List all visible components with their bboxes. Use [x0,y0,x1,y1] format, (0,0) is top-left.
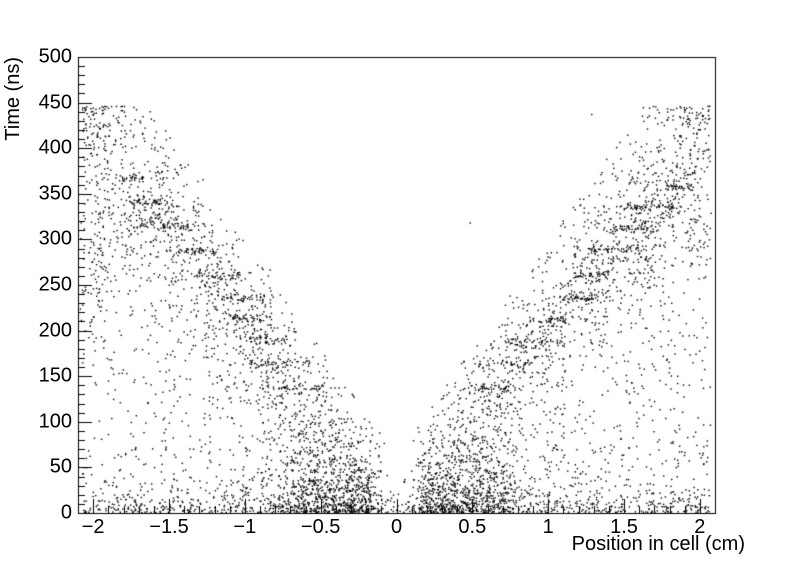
x-tick-label: 2 [694,516,706,538]
y-axis-title: Time (ns) [2,57,24,141]
y-tick-label: 150 [38,364,72,387]
y-tick-label: 50 [49,455,72,478]
x-tick-label: −1.5 [149,516,189,538]
x-tick-label: 0 [390,516,403,538]
y-tick-label: 500 [38,45,72,68]
x-tick-label: 0.5 [458,516,487,538]
y-tick-label: 350 [38,182,72,205]
y-tick-label: 200 [38,319,72,342]
x-tick-label: 1.5 [610,516,638,538]
x-tick-label: −0.5 [300,516,341,538]
x-tick-label: −1 [233,516,257,538]
y-tick-label: 300 [38,227,72,250]
x-tick-label: −2 [81,516,105,538]
y-tick-label: 100 [38,410,72,433]
x-axis-title: Position in cell (cm) [571,533,745,555]
y-tick-label: 250 [38,273,72,296]
y-tick-label: 400 [38,136,72,159]
y-tick-label: 450 [38,91,72,114]
y-tick-label: 0 [60,501,72,524]
x-tick-label: 1 [542,516,554,538]
